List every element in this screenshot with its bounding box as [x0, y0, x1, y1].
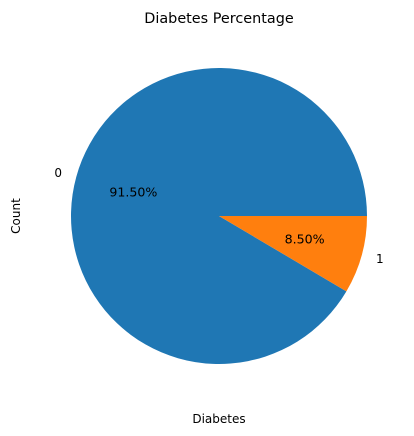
- y-axis-label: Count: [9, 198, 23, 234]
- slice-label-0: 0: [54, 166, 62, 180]
- pie-slice-0: [71, 68, 368, 365]
- pie-slice-1: [219, 216, 367, 292]
- slice-percent-0: 91.50%: [109, 185, 157, 200]
- slice-percent-1: 8.50%: [285, 231, 325, 246]
- pie-slices: [71, 68, 368, 365]
- pie-labels: 0 91.50% 1 8.50%: [54, 166, 383, 266]
- chart-title: Diabetes Percentage: [144, 11, 294, 27]
- slice-label-1: 1: [376, 252, 384, 266]
- x-axis-label: Diabetes: [192, 412, 245, 426]
